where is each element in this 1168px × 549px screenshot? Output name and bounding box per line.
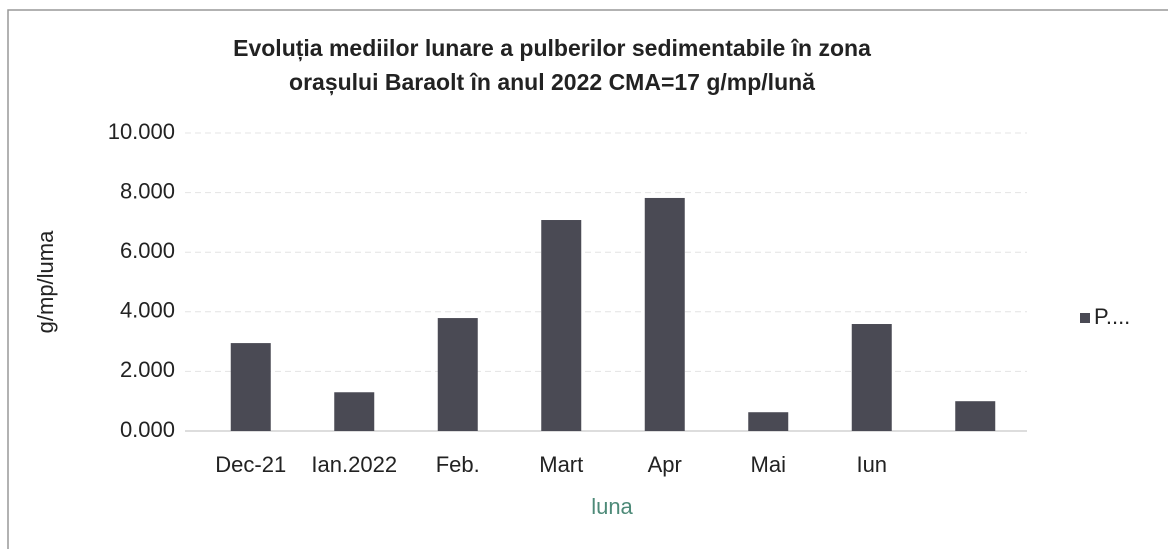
bar: [851, 324, 892, 431]
bar: [437, 318, 478, 431]
bar: [541, 220, 582, 431]
bar: [748, 412, 789, 431]
chart-title: Evoluția mediilor lunare a pulberilor se…: [233, 35, 871, 62]
y-axis-label: g/mp/luma: [33, 230, 58, 333]
x-tick-label: Apr: [648, 452, 682, 477]
bar: [230, 343, 271, 431]
chart-frame: [7, 9, 1168, 549]
y-tick-label: 0.000: [120, 417, 175, 442]
y-tick-label: 10.000: [108, 119, 175, 144]
y-tick-label: 4.000: [120, 298, 175, 323]
legend-label: P....: [1094, 304, 1130, 329]
x-tick-label: Mart: [539, 452, 583, 477]
chart-title: orașului Baraolt în anul 2022 CMA=17 g/m…: [289, 69, 815, 96]
x-tick-label: Ian.2022: [311, 452, 397, 477]
y-tick-label: 8.000: [120, 178, 175, 203]
legend-swatch: [1080, 313, 1090, 323]
x-axis-label: luna: [591, 494, 633, 519]
x-tick-label: Feb.: [436, 452, 480, 477]
x-tick-label: Mai: [751, 452, 786, 477]
y-tick-label: 6.000: [120, 238, 175, 263]
bar: [644, 197, 685, 431]
x-tick-label: Iun: [856, 452, 887, 477]
x-tick-label: Dec-21: [215, 452, 286, 477]
bar: [955, 401, 996, 431]
y-tick-label: 2.000: [120, 357, 175, 382]
bar: [334, 392, 375, 431]
